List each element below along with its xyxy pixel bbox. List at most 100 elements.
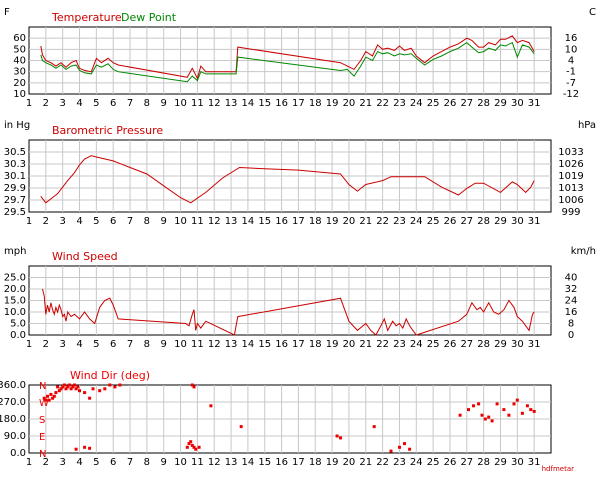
watermark: hdfmetar	[542, 465, 575, 473]
temperature-y-tick-label-right: 10	[565, 44, 578, 55]
wind-dir-point	[47, 398, 51, 402]
wind-dir-point	[190, 443, 194, 447]
temperature-y-tick-label: 30	[13, 67, 26, 78]
pressure-y-tick-label-right: 1006	[558, 195, 583, 206]
wind-dir-x-tick-label: 18	[309, 457, 322, 468]
wind-speed-y-tick-label-right: 32	[565, 284, 578, 295]
wind-dir-point	[44, 398, 48, 402]
pressure-x-tick-label: 31	[528, 216, 541, 227]
pressure-title: Barometric Pressure	[52, 124, 163, 137]
wind-dir-x-tick-label: 24	[410, 457, 423, 468]
wind-speed-x-tick-label: 29	[494, 339, 507, 350]
wind-dir-x-tick-label: 21	[359, 457, 372, 468]
wind-speed-x-tick-label: 9	[161, 339, 167, 350]
wind-dir-x-tick-label: 13	[225, 457, 238, 468]
temperature-x-tick-label: 24	[410, 98, 423, 109]
pressure-y-tick-label: 30.3	[4, 159, 26, 170]
wind-speed-x-tick-label: 5	[93, 339, 99, 350]
wind-dir-point	[335, 434, 339, 438]
wind-dir-point	[74, 447, 78, 451]
pressure-y-tick-label-right: 1033	[558, 147, 583, 158]
pressure-x-tick-label: 1	[26, 216, 32, 227]
wind-dir-x-tick-label: 20	[343, 457, 356, 468]
wind-dir-point	[483, 417, 487, 421]
wind-dir-point	[403, 442, 406, 446]
wind-dir-point	[73, 383, 76, 387]
wind-speed-y-tick-label: 10.0	[4, 307, 26, 318]
wind-speed-x-tick-label: 16	[275, 339, 288, 350]
wind-dir-title: Wind Dir (deg)	[70, 369, 150, 382]
pressure-y-tick-label: 30.1	[4, 171, 26, 182]
wind-dir-y-tick-label: 180.0	[0, 414, 26, 425]
wind-speed-x-tick-label: 2	[43, 339, 49, 350]
wind-dir-x-tick-label: 14	[242, 457, 255, 468]
wind-speed-x-tick-label: 28	[477, 339, 490, 350]
wind-dir-point	[192, 385, 196, 389]
wind-speed-y-tick-label: 0.0	[10, 330, 26, 341]
wind-dir-point	[49, 392, 53, 396]
pressure-x-tick-label: 24	[410, 216, 423, 227]
wind-speed-x-tick-label: 11	[191, 339, 204, 350]
wind-speed-x-tick-label: 13	[225, 339, 238, 350]
compass-label: S	[39, 415, 45, 426]
wind-speed-x-tick-label: 14	[242, 339, 255, 350]
compass-label: E	[39, 432, 45, 443]
wind-dir-x-tick-label: 29	[494, 457, 507, 468]
wind-dir-point	[185, 445, 189, 449]
wind-dir-x-tick-label: 19	[326, 457, 339, 468]
pressure-x-tick-label: 22	[376, 216, 389, 227]
pressure-x-tick-label: 8	[144, 216, 150, 227]
pressure-x-tick-label: 14	[242, 216, 255, 227]
temperature-x-tick-label: 9	[161, 98, 167, 109]
wind-speed-y-tick-label-right: 0	[568, 330, 574, 341]
wind-dir-x-tick-label: 7	[127, 457, 133, 468]
dew-point-title: Dew Point	[121, 11, 177, 24]
temperature-y-tick-label: 10	[13, 89, 26, 100]
wind-dir-point	[83, 391, 87, 395]
temperature-x-tick-label: 12	[208, 98, 221, 109]
wind-speed-panel: 1 2 3 4 5 6 7 8 9 10 11 12 13 14 15 16 17 18 19 20 21 22 23 24 2…	[4, 246, 596, 350]
wind-speed-line	[42, 288, 535, 336]
wind-dir-panel: 1 2 3 4 5 6 7 8 9 10 11 12 13 14 15 16 17 18 19 20 21 22 23 24 2…	[0, 369, 552, 468]
wind-dir-point	[477, 402, 481, 406]
temperature-y-tick-label-right: -1	[566, 67, 576, 78]
pressure-x-tick-label: 6	[110, 216, 116, 227]
barometric-pressure-line	[40, 155, 535, 204]
wind-speed-x-tick-label: 23	[393, 339, 406, 350]
temperature-y-tick-label-right: -12	[563, 89, 579, 100]
wind-dir-x-tick-label: 23	[393, 457, 406, 468]
wind-dir-x-tick-label: 12	[208, 457, 221, 468]
wind-dir-point	[83, 445, 87, 449]
wind-speed-y-tick-label: 25.0	[4, 273, 26, 284]
temperature-x-tick-label: 28	[477, 98, 490, 109]
wind-speed-x-tick-label: 7	[127, 339, 133, 350]
temperature-y-tick-label: 40	[13, 56, 26, 67]
pressure-x-tick-label: 3	[59, 216, 65, 227]
wind-dir-point	[88, 446, 92, 450]
wind-dir-x-tick-label: 27	[460, 457, 473, 468]
temperature-x-tick-label: 23	[393, 98, 406, 109]
pressure-x-tick-label: 5	[93, 216, 99, 227]
wind-dir-y-tick-label: 270.0	[0, 397, 26, 408]
wind-dir-point	[108, 383, 112, 387]
wind-dir-point	[91, 387, 95, 391]
wind-dir-point	[495, 402, 499, 406]
temperature-x-tick-label: 13	[225, 98, 238, 109]
wind-dir-point	[56, 385, 60, 389]
wind-dir-x-tick-label: 22	[376, 457, 389, 468]
temperature-line	[40, 35, 535, 80]
wind-dir-point	[502, 408, 506, 412]
temperature-x-tick-label: 8	[144, 98, 150, 109]
wind-speed-y-tick-label: 5.0	[10, 319, 26, 330]
wind-dir-x-tick-label: 17	[292, 457, 305, 468]
wind-dir-point	[69, 387, 73, 391]
pressure-y-tick-label: 30.5	[4, 147, 26, 158]
temperature-x-tick-label: 7	[127, 98, 133, 109]
temperature-y-tick-label: 60	[13, 33, 26, 44]
pressure-unit-left: in Hg	[4, 120, 30, 131]
pressure-x-tick-label: 19	[326, 216, 339, 227]
wind-speed-x-tick-label: 10	[174, 339, 187, 350]
wind-dir-point	[389, 449, 393, 453]
pressure-x-tick-label: 11	[191, 216, 204, 227]
temperature-x-tick-label: 29	[494, 98, 507, 109]
